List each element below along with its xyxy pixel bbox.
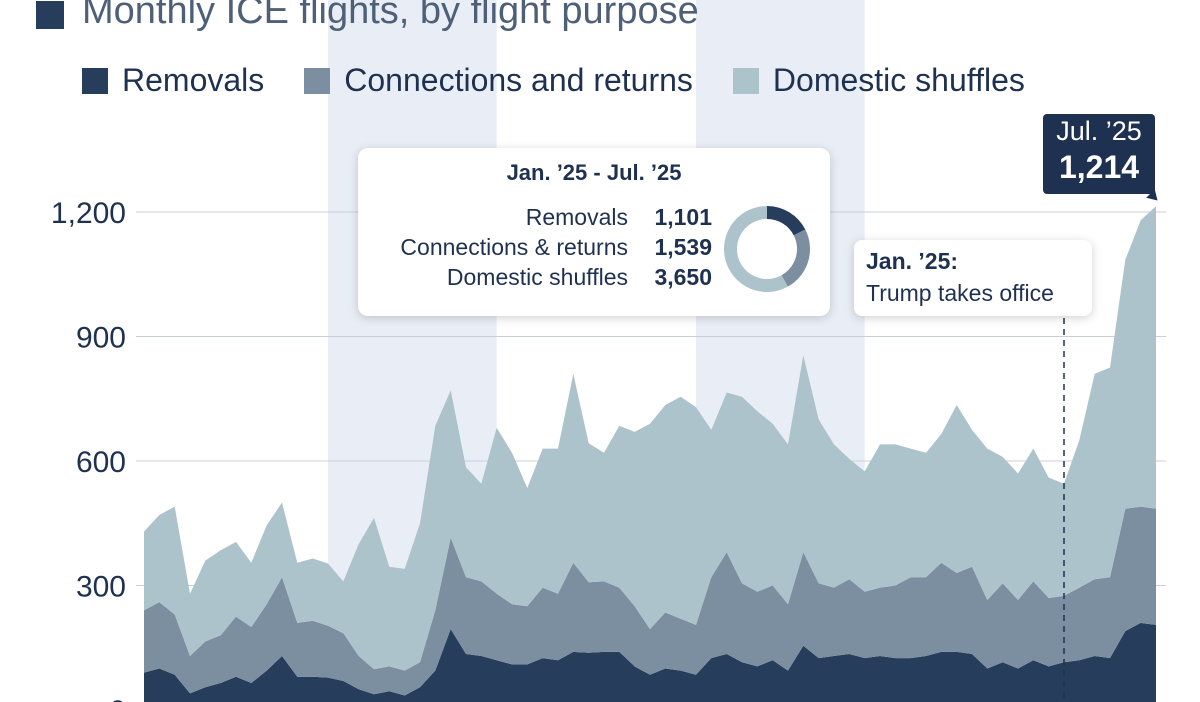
event-title: Jan. ’25: <box>866 248 959 274</box>
y-tick-label: 300 <box>76 571 126 604</box>
area-removals <box>144 622 1156 702</box>
summary-callout: Jan. ’25 - Jul. ’25 Removals 1,101 Conne… <box>358 148 830 316</box>
y-axis-ticks: 0 300 600 900 1,200 <box>51 197 126 702</box>
legend-swatch-domestic <box>732 67 759 94</box>
donut-slice <box>767 206 806 236</box>
y-tick-label: 0 <box>109 695 126 702</box>
event-text: Trump takes office <box>866 280 1054 306</box>
legend-label-connections: Connections and returns <box>344 62 693 98</box>
summary-label-domestic: Domestic shuffles <box>446 264 628 290</box>
summary-title-text: Jan. ’25 - Jul. ’25 <box>506 160 682 185</box>
legend-swatch-connections <box>304 67 331 94</box>
donut-slice <box>781 229 810 287</box>
donut-slice <box>724 206 788 292</box>
summary-value-connections: 1,539 <box>654 234 712 260</box>
chart-title-row: Monthly ICE flights, by flight purpose <box>36 0 699 33</box>
peak-month: Jul. ’25 <box>1056 116 1142 146</box>
event-annotation: Jan. ’25: Trump takes office <box>854 240 1092 316</box>
legend-label-removals: Removals <box>122 62 265 98</box>
summary-value-domestic: 3,650 <box>654 264 712 290</box>
legend-label-domestic: Domestic shuffles <box>772 62 1025 98</box>
area-series <box>144 206 1156 702</box>
summary-row-connections: Connections & returns 1,539 <box>358 234 712 264</box>
legend: Removals Connections and returns Domesti… <box>82 62 1065 99</box>
summary-title: Jan. ’25 - Jul. ’25 <box>358 160 830 186</box>
summary-value-removals: 1,101 <box>654 204 712 230</box>
legend-swatch-removals <box>82 67 108 94</box>
peak-callout: Jul. ’25 1,214 <box>1043 114 1155 194</box>
peak-value: 1,214 <box>1058 149 1140 185</box>
area-connections <box>144 506 1156 696</box>
y-tick-label: 900 <box>76 322 126 355</box>
legend-item-connections: Connections and returns <box>304 62 693 99</box>
summary-row-removals: Removals 1,101 <box>358 204 712 234</box>
legend-item-domestic: Domestic shuffles <box>732 62 1025 99</box>
y-tick-label: 600 <box>76 446 126 479</box>
area-domestic <box>144 206 1156 671</box>
legend-item-removals: Removals <box>82 62 264 99</box>
summary-row-domestic: Domestic shuffles 3,650 <box>358 264 712 294</box>
title-square-icon <box>36 0 64 29</box>
chart-title: Monthly ICE flights, by flight purpose <box>82 0 699 32</box>
summary-label-removals: Removals <box>525 204 628 230</box>
y-tick-label: 1,200 <box>51 197 126 230</box>
summary-donut-chart <box>724 206 810 292</box>
summary-label-connections: Connections & returns <box>400 234 628 260</box>
